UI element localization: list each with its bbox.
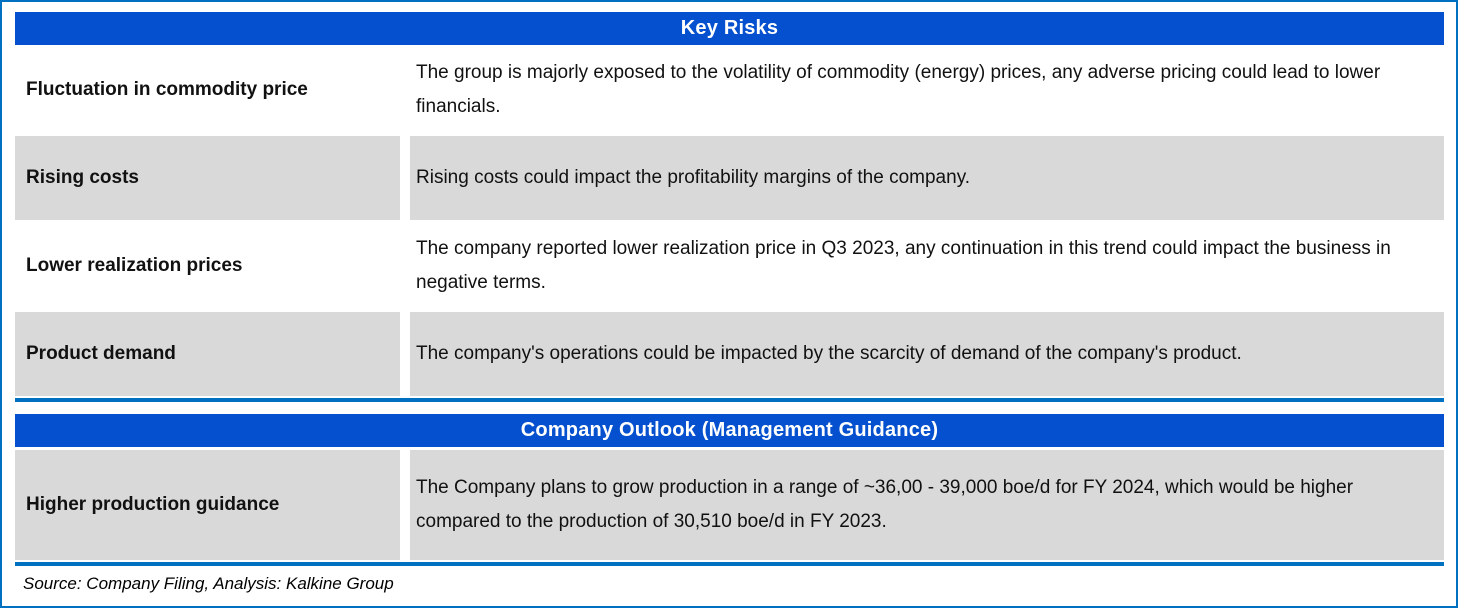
table-rows: Higher production guidance The Company p… <box>15 450 1444 560</box>
table-row: Rising costs Rising costs could impact t… <box>15 136 1444 220</box>
table-row: Product demand The company's operations … <box>15 312 1444 396</box>
row-description: The Company plans to grow production in … <box>416 477 1354 532</box>
row-description: The group is majorly exposed to the vola… <box>416 62 1381 117</box>
row-description-cell: The group is majorly exposed to the vola… <box>410 48 1444 132</box>
table-title: Company Outlook (Management Guidance) <box>520 419 939 441</box>
source-note: Source: Company Filing, Analysis: Kalkin… <box>23 574 394 593</box>
row-label-cell: Product demand <box>15 312 400 396</box>
table-row: Higher production guidance The Company p… <box>15 450 1444 560</box>
row-description: Rising costs could impact the profitabil… <box>416 167 971 188</box>
row-label: Product demand <box>26 343 176 364</box>
row-label-cell: Higher production guidance <box>15 450 400 560</box>
row-description: The company reported lower realization p… <box>416 238 1391 293</box>
row-label-cell: Fluctuation in commodity price <box>15 48 400 132</box>
table-section: Key Risks Fluctuation in commodity price… <box>15 12 1444 402</box>
table-title: Key Risks <box>680 17 779 39</box>
table-row: Fluctuation in commodity price The group… <box>15 48 1444 132</box>
row-description: The company's operations could be impact… <box>416 343 1242 364</box>
row-label-cell: Rising costs <box>15 136 400 220</box>
table-title-bar: Company Outlook (Management Guidance) <box>15 414 1444 447</box>
row-label: Fluctuation in commodity price <box>26 79 308 100</box>
table-bottom-border <box>15 562 1444 566</box>
table-rows: Fluctuation in commodity price The group… <box>15 48 1444 396</box>
row-label: Lower realization prices <box>26 255 243 276</box>
row-description-cell: Rising costs could impact the profitabil… <box>410 136 1444 220</box>
row-description-cell: The company reported lower realization p… <box>410 224 1444 308</box>
table-row: Lower realization prices The company rep… <box>15 224 1444 308</box>
table-title-bar: Key Risks <box>15 12 1444 45</box>
tables-container: Key Risks Fluctuation in commodity price… <box>15 12 1444 566</box>
row-label-cell: Lower realization prices <box>15 224 400 308</box>
row-label: Higher production guidance <box>26 494 280 515</box>
row-description-cell: The company's operations could be impact… <box>410 312 1444 396</box>
row-description-cell: The Company plans to grow production in … <box>410 450 1444 560</box>
row-label: Rising costs <box>26 167 139 188</box>
table-bottom-border <box>15 398 1444 402</box>
table-section: Company Outlook (Management Guidance) Hi… <box>15 414 1444 566</box>
